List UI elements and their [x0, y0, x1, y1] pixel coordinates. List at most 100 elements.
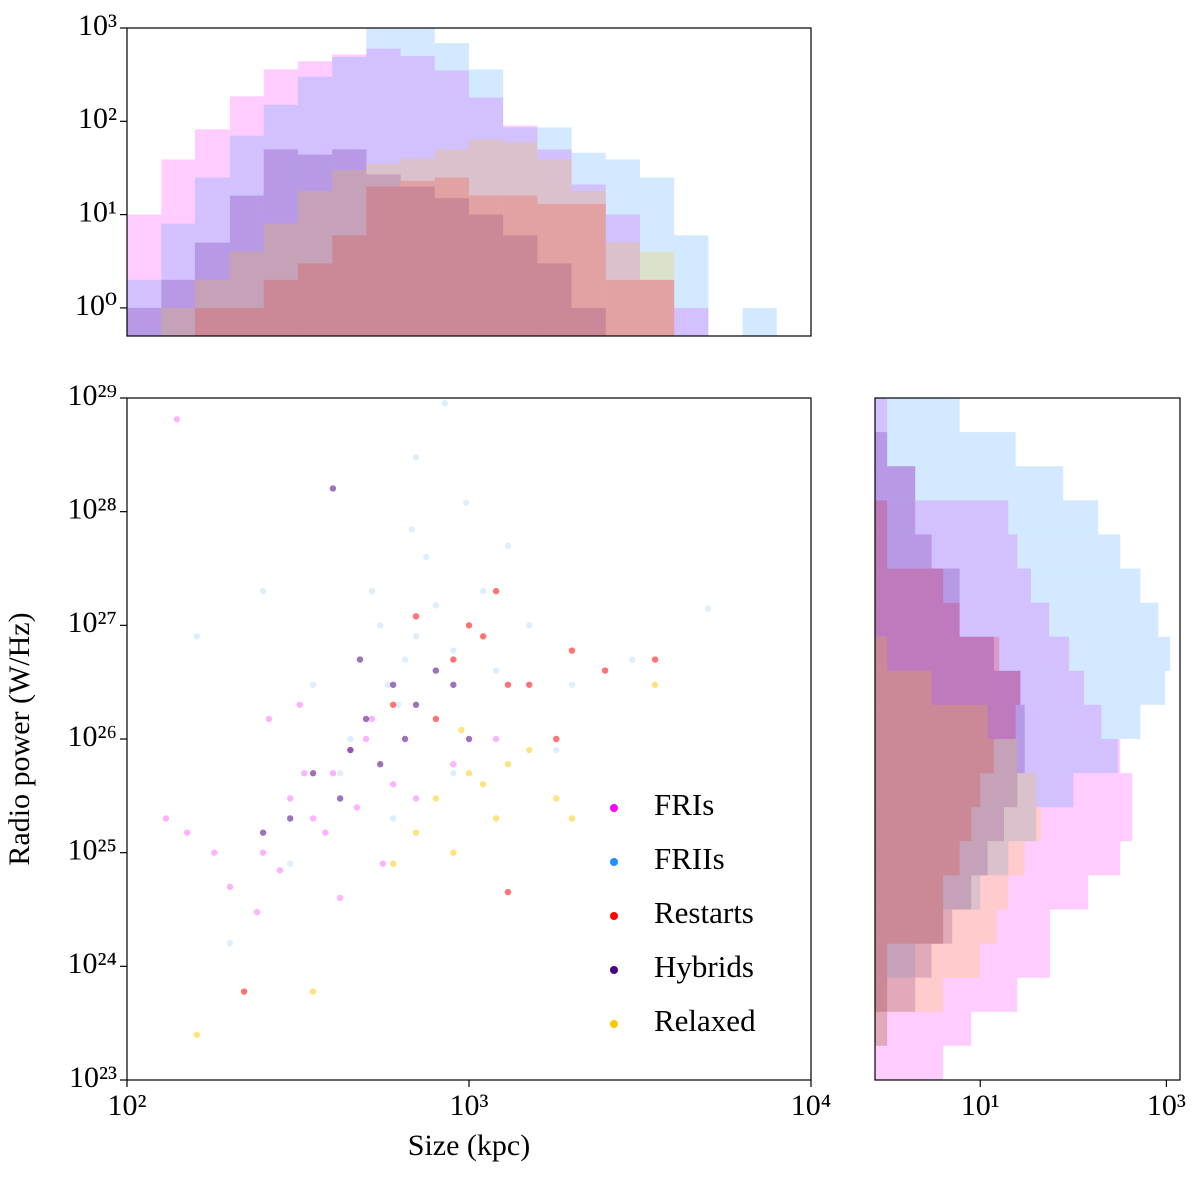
legend-label: Hybrids: [654, 949, 754, 984]
hist-bar: [571, 203, 606, 336]
hist-bar: [469, 195, 504, 336]
hist-bar: [605, 214, 640, 336]
scatter-point: [368, 587, 376, 595]
scatter-point: [309, 681, 317, 688]
hist-bar: [503, 195, 538, 336]
hist-bar: [400, 158, 435, 336]
hist-bar: [229, 251, 264, 336]
scatter-point: [432, 795, 440, 802]
hist-bar: [297, 190, 333, 336]
hist-bar: [875, 841, 1121, 876]
scatter-point: [389, 781, 397, 788]
scatter-point: [628, 656, 636, 663]
scatter-point: [296, 701, 303, 708]
scatter-point: [329, 770, 337, 777]
scatter-point: [347, 746, 354, 754]
hist-bar: [332, 56, 367, 336]
hist-bar: [875, 841, 1009, 876]
scatter-point: [408, 526, 415, 533]
axes-frame: [126, 27, 812, 337]
hist-bar: [875, 1011, 972, 1046]
hist-bar: [503, 235, 538, 336]
scatter-point: [193, 633, 201, 640]
hist-bar: [875, 636, 994, 671]
scatter-point: [211, 849, 218, 856]
hist-bar: [875, 773, 981, 808]
hist-bar: [434, 149, 469, 336]
scatter-point: [336, 770, 344, 777]
hist-bar: [875, 875, 1009, 910]
legend-marker: [610, 966, 618, 974]
legend-marker: [610, 858, 618, 866]
legend-marker: [610, 1020, 618, 1028]
hist-bar: [161, 307, 195, 336]
hist-bar: [875, 943, 1050, 978]
hist-bar: [537, 149, 572, 336]
scatter-point: [492, 587, 500, 595]
hist-bar: [127, 214, 162, 336]
scatter-point: [492, 735, 500, 743]
hist-bar: [875, 500, 1099, 535]
hist-bar: [434, 177, 469, 336]
hist-bar: [875, 909, 1050, 944]
hist-bar: [875, 773, 1074, 808]
hist-bar: [875, 977, 888, 1012]
scatter-point: [492, 815, 500, 822]
hist-bar: [875, 875, 972, 910]
hist-bar: [229, 96, 264, 336]
scatter-point: [309, 815, 317, 822]
scatter-point: [432, 715, 440, 723]
scatter-point: [465, 622, 473, 629]
scatter-point: [412, 454, 420, 461]
hist-bar: [297, 61, 333, 336]
scatter-point: [253, 908, 261, 916]
scatter-point: [479, 633, 487, 640]
hist-bar: [875, 739, 1018, 774]
scatter-point: [193, 1031, 201, 1038]
hist-bar: [537, 159, 572, 336]
hist-bar: [875, 977, 1018, 1012]
scatter-point: [458, 726, 465, 734]
hist-bar: [537, 263, 572, 336]
hist-bar: [503, 142, 538, 336]
hist-bar: [161, 159, 195, 336]
hist-bar: [875, 739, 1025, 774]
y-tick-label: 10²⁹: [68, 379, 117, 412]
hist-bar: [229, 307, 264, 336]
hist-bar: [875, 773, 1037, 808]
scatter-point: [336, 795, 344, 802]
hist-bar: [875, 670, 1084, 705]
x-tick-label: 10³: [1147, 1089, 1186, 1122]
hist-bar: [400, 186, 435, 336]
hist-bar: [400, 180, 435, 336]
hist-bar: [400, 28, 435, 336]
hist-bar: [194, 129, 230, 336]
hist-bar: [263, 223, 298, 336]
scatter-point: [389, 701, 397, 708]
hist-bar: [875, 909, 953, 944]
scatter-point: [347, 735, 354, 743]
hist-bar: [875, 807, 1037, 842]
hist-bar: [875, 943, 888, 978]
legend-label: FRIIs: [654, 841, 725, 876]
scatter-point: [259, 829, 267, 836]
scatter-point: [651, 681, 659, 688]
hist-bar: [571, 152, 606, 336]
hist-bar: [263, 149, 298, 336]
hist-bar: [194, 242, 230, 336]
scatter-point: [353, 804, 361, 811]
scatter-point: [412, 829, 420, 836]
hist-bar: [875, 704, 1025, 739]
scatter-point: [401, 735, 409, 743]
y-tick-label: 10²⁵: [68, 834, 117, 867]
hist-bar: [366, 186, 401, 336]
x-tick-label: 10⁴: [791, 1089, 831, 1122]
hist-bar: [537, 127, 572, 336]
hist-bar: [742, 307, 777, 336]
scatter-point: [384, 681, 392, 688]
axes-frame: [874, 397, 1181, 1081]
scatter-point: [401, 656, 409, 663]
hist-bar: [127, 307, 162, 336]
hist-bar: [875, 534, 888, 569]
hist-bar: [875, 568, 1031, 603]
